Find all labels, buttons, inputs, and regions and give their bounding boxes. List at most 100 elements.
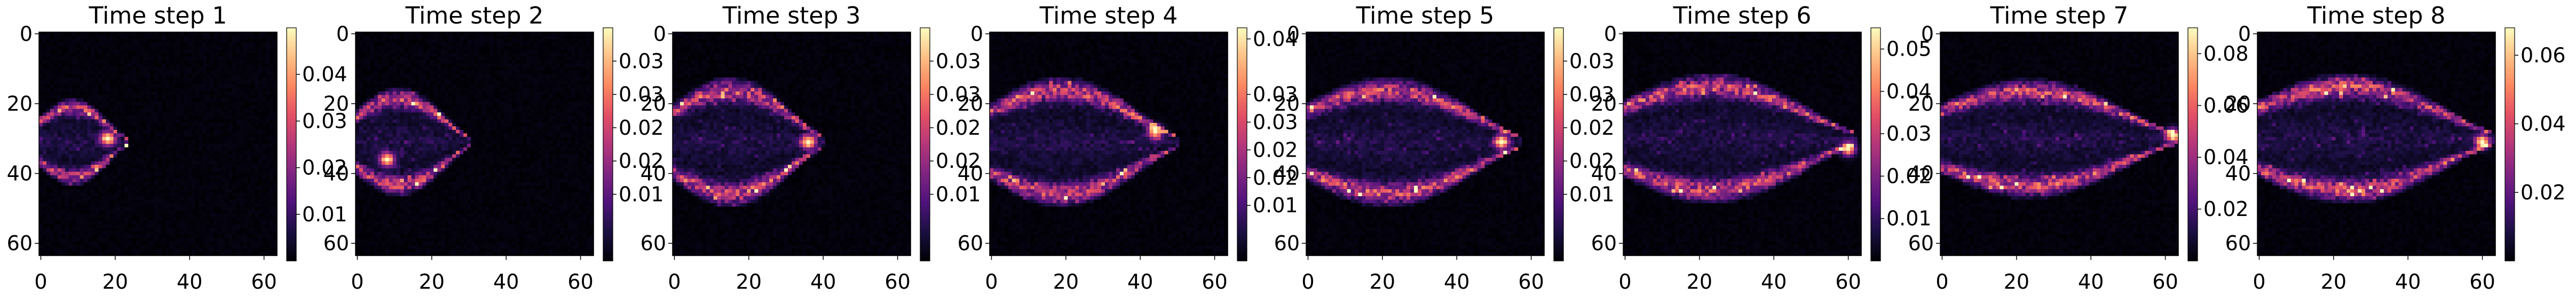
heatmap-cell	[523, 46, 527, 50]
heatmap-cell	[500, 63, 505, 67]
heatmap-cell	[214, 32, 218, 36]
heatmap-cell	[169, 206, 173, 211]
heatmap-cell	[172, 168, 177, 172]
heatmap-cell	[143, 49, 147, 53]
heatmap-cell	[199, 175, 203, 179]
heatmap-cell	[83, 53, 88, 57]
heatmap-cell	[359, 39, 364, 43]
heatmap-cell	[80, 88, 84, 92]
heatmap-cell	[217, 144, 222, 148]
heatmap-cell	[228, 63, 233, 67]
heatmap-cell	[109, 84, 114, 89]
heatmap-cell	[94, 199, 99, 204]
heatmap-cell	[359, 35, 364, 40]
heatmap-cell	[176, 109, 181, 113]
heatmap-cell	[266, 168, 270, 172]
heatmap-cell	[128, 165, 132, 169]
heatmap-cell	[243, 206, 248, 211]
heatmap-cell	[240, 161, 244, 165]
heatmap-cell	[158, 67, 162, 71]
heatmap-cell	[176, 133, 181, 137]
heatmap-cell	[139, 35, 144, 40]
heatmap-cell	[128, 77, 132, 82]
heatmap-cell	[176, 74, 181, 78]
heatmap-cell	[571, 42, 575, 47]
heatmap-cell	[180, 109, 185, 113]
heatmap-cell	[136, 98, 140, 103]
heatmap-cell	[571, 46, 575, 50]
heatmap-cell	[57, 217, 62, 221]
heatmap-cell	[270, 122, 274, 127]
heatmap-cell	[154, 129, 159, 134]
heatmap-cell	[113, 199, 117, 204]
heatmap-cell	[180, 46, 185, 50]
heatmap-cell	[113, 105, 117, 110]
heatmap-cell	[121, 42, 125, 47]
heatmap-cell	[415, 74, 420, 78]
heatmap-cell	[87, 172, 92, 176]
heatmap-cell	[57, 74, 62, 78]
heatmap-cell	[57, 81, 62, 85]
heatmap-cell	[161, 231, 166, 235]
heatmap-cell	[530, 49, 535, 53]
heatmap-cell	[225, 56, 230, 60]
heatmap-cell	[132, 196, 136, 200]
heatmap-cell	[76, 231, 81, 235]
heatmap-cell	[102, 179, 107, 183]
heatmap-cell	[65, 42, 69, 47]
heatmap-cell	[273, 196, 278, 200]
heatmap-cell	[206, 189, 211, 194]
heatmap-cell	[117, 126, 121, 130]
heatmap-cell	[426, 77, 430, 82]
heatmap-cell	[76, 217, 81, 221]
heatmap-cell	[147, 196, 151, 200]
heatmap-cell	[251, 91, 255, 96]
heatmap-cell	[240, 158, 244, 162]
heatmap-cell	[76, 196, 81, 200]
heatmap-cell	[46, 213, 51, 218]
heatmap-cell	[165, 81, 170, 85]
heatmap-cell	[68, 81, 73, 85]
heatmap-cell	[243, 179, 248, 183]
heatmap-cell	[121, 186, 125, 190]
heatmap-cell	[165, 136, 170, 141]
heatmap-cell	[214, 70, 218, 74]
heatmap-cell	[481, 46, 486, 50]
heatmap-cell	[117, 165, 121, 169]
heatmap-cell	[433, 67, 438, 71]
heatmap-cell	[87, 154, 92, 158]
heatmap-cell	[228, 210, 233, 214]
heatmap-cell	[53, 46, 58, 50]
heatmap-cell	[68, 224, 73, 228]
heatmap-cell	[236, 161, 240, 165]
heatmap-cell	[68, 248, 73, 253]
heatmap-cell	[273, 248, 278, 253]
heatmap-cell	[270, 74, 274, 78]
heatmap-cell	[526, 46, 531, 50]
heatmap-cell	[117, 102, 121, 106]
heatmap-cell	[225, 70, 230, 74]
heatmap-cell	[109, 227, 114, 231]
heatmap-cell	[214, 179, 218, 183]
heatmap-cell	[136, 245, 140, 249]
heatmap-cell	[143, 151, 147, 155]
heatmap-cell	[549, 67, 553, 71]
heatmap-cell	[161, 112, 166, 117]
heatmap-cell	[489, 32, 494, 36]
heatmap-cell	[202, 95, 207, 99]
heatmap-cell	[430, 42, 434, 47]
heatmap-cell	[266, 206, 270, 211]
heatmap-cell	[139, 95, 144, 99]
heatmap-cell	[109, 220, 114, 225]
heatmap-cell	[113, 192, 117, 197]
heatmap-cell	[515, 46, 520, 50]
heatmap-cell	[172, 220, 177, 225]
heatmap-cell	[109, 210, 114, 214]
heatmap-cell	[180, 49, 185, 53]
heatmap-cell	[191, 165, 196, 169]
heatmap-cell	[214, 161, 218, 165]
heatmap-cell	[511, 70, 516, 74]
heatmap-cell	[519, 42, 524, 47]
heatmap-cell	[139, 91, 144, 96]
heatmap-cell	[255, 56, 259, 60]
